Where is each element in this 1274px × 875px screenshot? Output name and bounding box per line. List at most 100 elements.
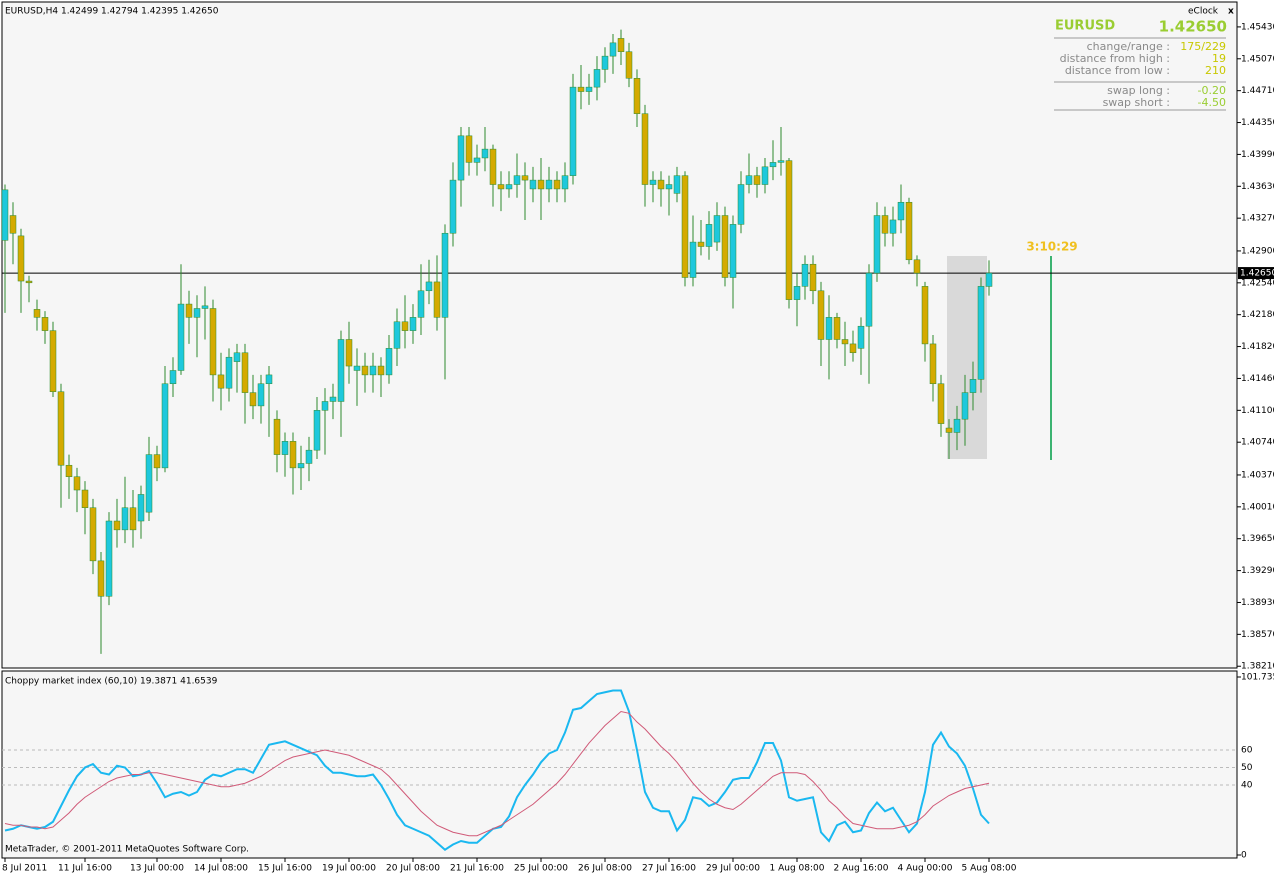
y-tick-label: 1.41100: [1241, 406, 1274, 416]
panel-symbol: EURUSD: [1055, 19, 1115, 34]
candle-body: [937, 383, 945, 424]
candle-body: [425, 281, 433, 292]
candle-body: [553, 179, 561, 190]
y-tick-label: 50: [1241, 763, 1253, 773]
y-tick-label: 1.43630: [1241, 182, 1274, 192]
x-tick-label: 25 Jul 00:00: [514, 864, 568, 874]
candle-body: [241, 352, 249, 393]
panel-value: -0.20: [1198, 84, 1226, 97]
x-tick-label: 26 Jul 08:00: [578, 864, 632, 874]
candle-body: [961, 392, 969, 420]
panel-price: 1.42650: [1159, 18, 1227, 36]
candle-body: [377, 365, 385, 376]
candle-body: [113, 520, 121, 531]
candle-body: [561, 175, 569, 190]
candle-body: [193, 308, 201, 318]
candle-body: [9, 215, 17, 234]
y-tick-label: 1.45070: [1241, 54, 1274, 64]
candle-body: [785, 160, 793, 300]
candle-body: [33, 309, 41, 318]
candle-body: [401, 321, 409, 331]
candle-body: [657, 179, 665, 190]
candle-body: [705, 224, 713, 247]
candle-body: [345, 339, 353, 367]
candle-body: [153, 454, 161, 469]
candle-body: [105, 520, 113, 597]
candle-body: [889, 219, 897, 234]
y-tick-label: 1.40740: [1241, 438, 1274, 448]
candle-body: [929, 343, 937, 385]
y-tick-label: 1.41460: [1241, 374, 1274, 384]
candle-body: [737, 184, 745, 225]
candle-body: [49, 330, 57, 392]
panel-title: eClock: [1188, 7, 1219, 17]
candle-body: [329, 396, 337, 402]
x-tick-label: 15 Jul 16:00: [258, 864, 312, 874]
x-tick-label: 1 Aug 08:00: [770, 864, 825, 874]
candle-body: [177, 303, 185, 371]
candle-body: [497, 184, 505, 190]
candle-body: [945, 427, 953, 433]
candle-body: [265, 374, 273, 385]
candle-body: [865, 272, 873, 327]
candle-body: [857, 325, 865, 349]
candle-body: [729, 224, 737, 278]
x-tick-label: 8 Jul 2011: [2, 864, 47, 874]
main-panel: [1, 1, 1238, 669]
candle-body: [985, 272, 993, 287]
y-tick-label: 1.39290: [1241, 566, 1274, 576]
candle-body: [337, 339, 345, 402]
candle-body: [721, 215, 729, 278]
candle-body: [457, 135, 465, 181]
candle-body: [289, 441, 297, 469]
y-tick-label: 60: [1241, 746, 1253, 756]
candle-body: [601, 55, 609, 70]
candle-body: [169, 370, 177, 385]
y-tick-label: 1.38570: [1241, 630, 1274, 640]
candle-body: [753, 175, 761, 185]
candle-body: [409, 317, 417, 331]
candle-body: [969, 379, 977, 393]
indicator-line: [4, 689, 990, 852]
x-tick-label: 2 Aug 16:00: [834, 864, 889, 874]
candle-body: [833, 317, 841, 340]
y-tick-label: 1.41820: [1241, 342, 1274, 352]
candle-body: [209, 308, 217, 376]
y-tick-label: 1.42540: [1241, 278, 1274, 288]
x-tick-label: 27 Jul 16:00: [642, 864, 696, 874]
candle-body: [681, 175, 689, 278]
x-tick-label: 14 Jul 08:00: [194, 864, 248, 874]
candle-body: [481, 148, 489, 159]
panel-label: swap long :: [1107, 84, 1170, 97]
candle-body: [417, 290, 425, 318]
candle-body: [281, 441, 289, 455]
candle-body: [713, 215, 721, 243]
candle-body: [465, 135, 473, 163]
y-tick-label: 1.44350: [1241, 118, 1274, 128]
candle-body: [121, 507, 129, 531]
candle-body: [777, 160, 785, 163]
y-tick-label: 1.38930: [1241, 598, 1274, 608]
candle-body: [513, 175, 521, 185]
candle-body: [249, 392, 257, 407]
candle-body: [609, 42, 617, 57]
panel-value: -4.50: [1198, 96, 1226, 109]
footer: MetaTrader, © 2001-2011 MetaQuotes Softw…: [5, 845, 249, 855]
candle-body: [161, 383, 169, 469]
y-tick-label: 1.42900: [1241, 246, 1274, 256]
y-tick-label: 1.45430: [1241, 22, 1274, 32]
candle-body: [313, 410, 321, 451]
candle-body: [433, 281, 441, 318]
x-tick-label: 20 Jul 08:00: [386, 864, 440, 874]
x-tick-label: 29 Jul 00:00: [706, 864, 760, 874]
candle-body: [145, 454, 153, 513]
candle-body: [881, 215, 889, 234]
candle-body: [617, 38, 625, 52]
candle-body: [233, 352, 241, 362]
candle-body: [217, 374, 225, 389]
candle-body: [201, 305, 209, 309]
panel-close[interactable]: x: [1228, 7, 1234, 17]
candle-body: [369, 365, 377, 376]
y-tick-label: 1.40010: [1241, 502, 1274, 512]
y-tick-label: 1.38210: [1241, 662, 1274, 672]
